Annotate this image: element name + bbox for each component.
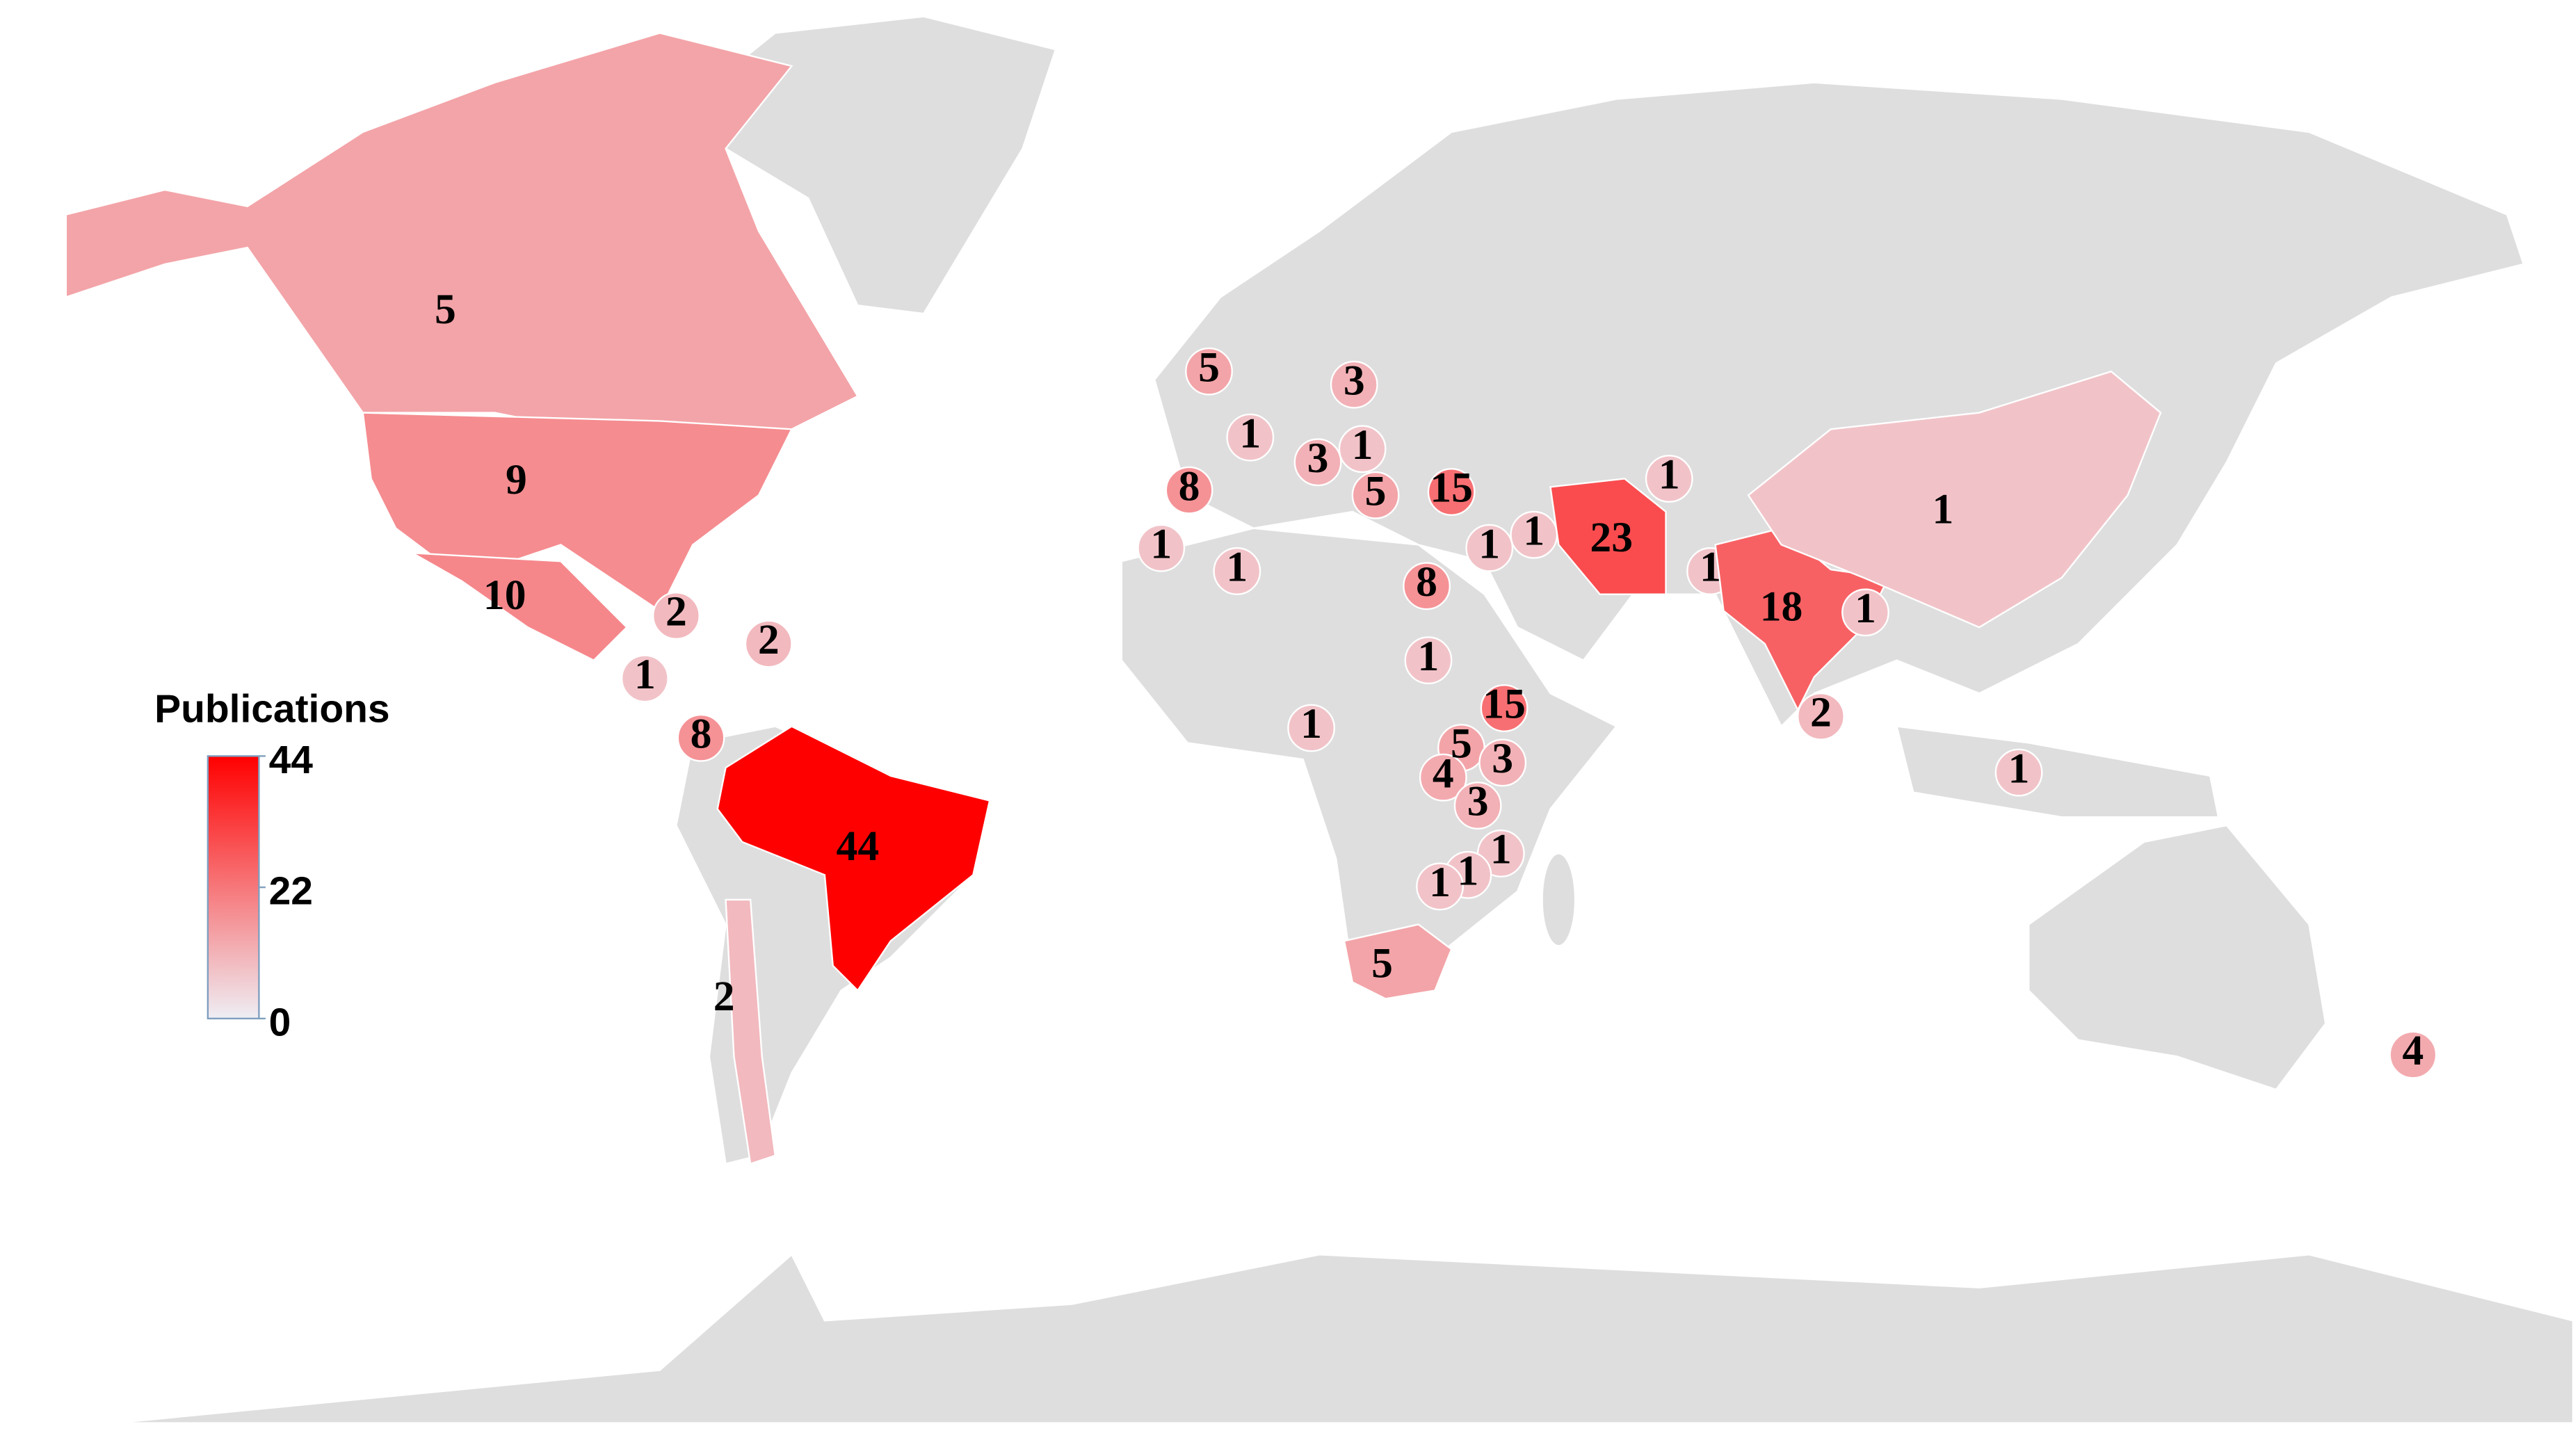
value-label: 4	[2403, 1027, 2424, 1074]
country	[1287, 704, 1335, 752]
country	[1330, 360, 1378, 409]
value-label: 44	[837, 823, 880, 870]
value-label: 1	[1300, 700, 1322, 747]
country	[1137, 524, 1186, 572]
country	[620, 654, 669, 703]
value-label: 5	[1198, 343, 1220, 391]
value-label: 3	[1492, 735, 1513, 782]
country	[412, 552, 628, 662]
country	[1797, 692, 1845, 741]
land	[1541, 852, 1576, 947]
country	[725, 898, 777, 1165]
value-label: 1	[1659, 451, 1680, 499]
country	[1293, 438, 1342, 487]
value-label: 1	[1933, 485, 1954, 533]
country	[1343, 923, 1453, 1000]
value-label: 4	[1433, 750, 1454, 797]
value-label: 8	[691, 710, 712, 757]
value-label: 1	[1239, 410, 1261, 457]
country	[716, 725, 991, 992]
country	[1478, 738, 1527, 787]
country	[652, 592, 700, 640]
value-label: 1	[1700, 544, 1721, 591]
country	[1185, 347, 1233, 396]
country	[1453, 782, 1502, 830]
value-label: 1	[1226, 544, 1248, 591]
value-label: 15	[1483, 681, 1526, 728]
value-label: 1	[1490, 826, 1512, 873]
land	[1895, 725, 2220, 818]
country	[1994, 748, 2043, 797]
legend-bar	[207, 755, 260, 1020]
land	[1120, 527, 1618, 1000]
value-label: 2	[713, 973, 735, 1020]
value-label: 9	[506, 456, 527, 503]
value-label: 1	[1855, 585, 1876, 632]
country	[744, 620, 793, 668]
country	[1416, 862, 1464, 911]
country	[1403, 562, 1451, 610]
country	[1226, 413, 1275, 462]
country	[1338, 425, 1387, 474]
value-label: 3	[1467, 778, 1489, 825]
value-label: 5	[435, 286, 456, 333]
legend: Publications 0 22 44	[154, 686, 389, 1044]
value-label: 1	[1352, 421, 1373, 469]
value-label: 2	[758, 616, 780, 663]
value-label: 5	[1451, 720, 1472, 768]
value-label: 2	[1810, 689, 1832, 736]
value-label: 23	[1590, 514, 1633, 561]
legend-tick-label: 44	[269, 738, 314, 782]
country	[1213, 547, 1261, 595]
regions	[65, 32, 2437, 1165]
land	[115, 1253, 2573, 1424]
country	[1549, 478, 1667, 595]
land	[691, 15, 1057, 315]
value-label: 5	[1371, 939, 1393, 987]
country	[2389, 1030, 2437, 1079]
country	[677, 713, 725, 762]
country	[1404, 636, 1453, 685]
country	[1480, 684, 1529, 732]
value-label: 10	[483, 572, 526, 619]
value-label: 15	[1430, 464, 1473, 512]
legend-tick-label: 0	[269, 1000, 291, 1044]
country	[65, 32, 860, 447]
country	[1165, 466, 1213, 515]
country	[1419, 753, 1467, 802]
value-label: 1	[1429, 859, 1451, 906]
value-label: 1	[1478, 520, 1500, 567]
country	[1747, 370, 2162, 629]
value-label: 1	[1150, 520, 1172, 567]
legend-title: Publications	[154, 686, 389, 731]
country	[1465, 524, 1514, 572]
country	[1841, 588, 1889, 637]
land	[2028, 824, 2327, 1091]
value-label: 1	[634, 651, 656, 698]
value-label: 1	[1523, 507, 1544, 554]
country	[1645, 455, 1693, 503]
legend-tick-label: 22	[269, 869, 313, 914]
value-label: 8	[1416, 558, 1437, 606]
value-label: 5	[1365, 467, 1387, 515]
value-label: 18	[1760, 583, 1803, 631]
country	[1427, 468, 1476, 516]
value-label: 3	[1307, 435, 1329, 482]
value-label: 1	[1457, 847, 1478, 894]
country	[1351, 471, 1400, 519]
value-label: 1	[1418, 633, 1439, 680]
value-label: 8	[1179, 462, 1200, 510]
value-label: 2	[666, 588, 687, 636]
value-label: 3	[1344, 357, 1365, 404]
value-label: 1	[2008, 745, 2030, 792]
